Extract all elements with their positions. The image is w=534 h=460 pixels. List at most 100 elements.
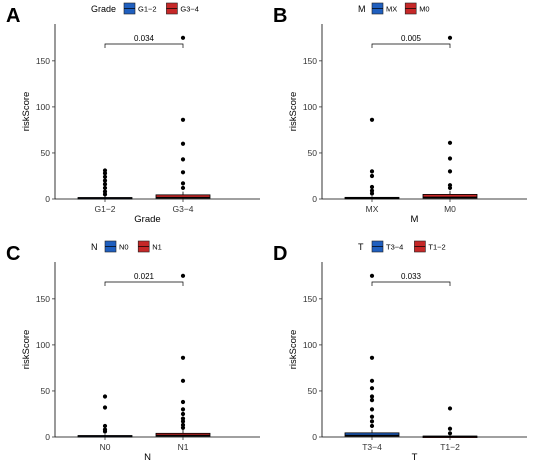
outlier-point: [180, 181, 186, 186]
y-tick-label: 150: [303, 294, 317, 304]
pvalue-bracket: [104, 43, 184, 48]
outlier-point: [369, 386, 375, 391]
pvalue-bracket: [371, 43, 451, 48]
outlier-point: [369, 169, 375, 174]
legend-title: Grade: [91, 4, 116, 14]
outlier-point: [369, 419, 375, 424]
legend-label-1: T3−4: [386, 243, 403, 252]
y-axis-title: riskScore: [21, 330, 32, 370]
chart-panel-a: A Grade G1−2 G3−4 0 50 100 150 G1−2 G3−4 Grade risk…: [6, 2, 260, 225]
outlier-point: [180, 35, 186, 40]
legend-label-2: M0: [419, 5, 429, 14]
outlier-point: [102, 427, 108, 432]
outlier-point: [102, 185, 108, 191]
outlier-point: [102, 394, 108, 399]
box-1: [344, 432, 400, 437]
legend-label-2: G3−4: [180, 5, 199, 14]
outlier-point: [447, 431, 453, 436]
box-2: [422, 193, 478, 199]
outlier-point: [369, 407, 375, 412]
y-tick-label: 100: [303, 340, 317, 350]
outlier-point: [447, 426, 453, 431]
pvalue-label: 0.034: [134, 34, 155, 43]
x-axis-title: T: [412, 452, 418, 460]
x-tick-label: T1−2: [440, 442, 460, 452]
pvalue-bracket: [371, 281, 451, 286]
outlier-point: [447, 140, 453, 145]
outlier-point: [180, 378, 186, 383]
legend-title: T: [358, 242, 364, 252]
x-tick-label: N0: [100, 442, 111, 452]
outlier-point: [369, 273, 375, 278]
legend-label-1: N0: [119, 243, 129, 252]
outlier-point: [369, 188, 375, 193]
x-tick-label: MX: [366, 204, 379, 214]
pvalue-bracket: [104, 281, 184, 286]
y-tick-label: 50: [41, 386, 51, 396]
y-axis-title: riskScore: [288, 330, 299, 370]
y-tick-label: 150: [36, 56, 50, 66]
panel-letter: A: [6, 5, 20, 27]
outlier-point: [102, 189, 108, 194]
outlier-point: [369, 184, 375, 190]
outlier-point: [369, 173, 375, 179]
outlier-point: [369, 378, 375, 383]
outlier-point: [180, 273, 186, 278]
outlier-point: [102, 182, 108, 187]
outlier-point: [102, 405, 108, 410]
y-tick-label: 0: [45, 432, 50, 442]
outlier-point: [102, 168, 108, 173]
outlier-point: [180, 407, 186, 412]
outlier-point: [180, 157, 186, 162]
panel-letter: B: [273, 5, 287, 27]
legend-title: N: [91, 242, 98, 252]
outlier-point: [369, 394, 375, 399]
y-tick-label: 50: [41, 148, 51, 158]
x-tick-label: G1−2: [94, 204, 115, 214]
x-tick-label: N1: [178, 442, 189, 452]
outlier-point: [180, 411, 186, 417]
y-tick-label: 100: [36, 340, 50, 350]
y-tick-label: 0: [312, 432, 317, 442]
y-tick-label: 100: [303, 102, 317, 112]
pvalue-label: 0.033: [401, 272, 422, 281]
y-tick-label: 0: [45, 194, 50, 204]
panel-letter: C: [6, 243, 20, 265]
outlier-point: [447, 406, 453, 411]
legend-title: M: [358, 4, 366, 14]
y-tick-label: 150: [303, 56, 317, 66]
outlier-point: [180, 399, 186, 405]
outlier-point: [180, 170, 186, 175]
outlier-point: [102, 178, 108, 183]
panel-letter: D: [273, 243, 287, 265]
outlier-point: [180, 141, 186, 146]
y-axis-title: riskScore: [288, 92, 299, 132]
outlier-point: [102, 174, 108, 179]
legend-label-2: N1: [152, 243, 162, 252]
outlier-point: [369, 355, 375, 360]
pvalue-label: 0.005: [401, 34, 422, 43]
outlier-point: [369, 414, 375, 419]
outlier-point: [447, 169, 453, 174]
x-tick-label: M0: [444, 204, 456, 214]
outlier-point: [447, 183, 453, 188]
outlier-point: [447, 156, 453, 161]
legend-label-2: T1−2: [428, 243, 445, 252]
outlier-point: [180, 422, 186, 428]
outlier-point: [369, 117, 375, 122]
pvalue-label: 0.021: [134, 272, 155, 281]
x-axis-title: M: [411, 214, 419, 225]
y-tick-label: 50: [308, 386, 318, 396]
x-tick-label: G3−4: [172, 204, 193, 214]
x-axis-title: N: [144, 452, 151, 460]
outlier-point: [102, 423, 108, 429]
outlier-point: [447, 35, 453, 40]
outlier-point: [369, 398, 375, 403]
y-tick-label: 0: [312, 194, 317, 204]
outlier-point: [369, 423, 375, 429]
x-tick-label: T3−4: [362, 442, 382, 452]
